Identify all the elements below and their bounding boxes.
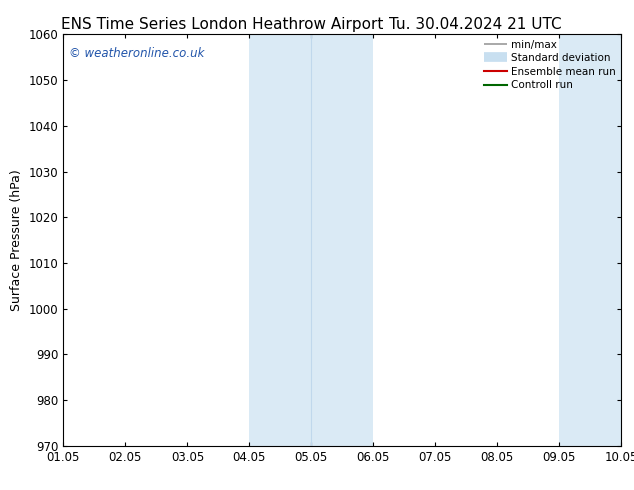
Bar [559,34,621,446]
Text: ENS Time Series London Heathrow Airport: ENS Time Series London Heathrow Airport [61,17,383,32]
Y-axis label: Surface Pressure (hPa): Surface Pressure (hPa) [10,169,23,311]
Legend: min/max, Standard deviation, Ensemble mean run, Controll run: min/max, Standard deviation, Ensemble me… [481,36,619,94]
Bar [249,34,373,446]
Text: Tu. 30.04.2024 21 UTC: Tu. 30.04.2024 21 UTC [389,17,562,32]
Text: © weatheronline.co.uk: © weatheronline.co.uk [69,47,204,60]
